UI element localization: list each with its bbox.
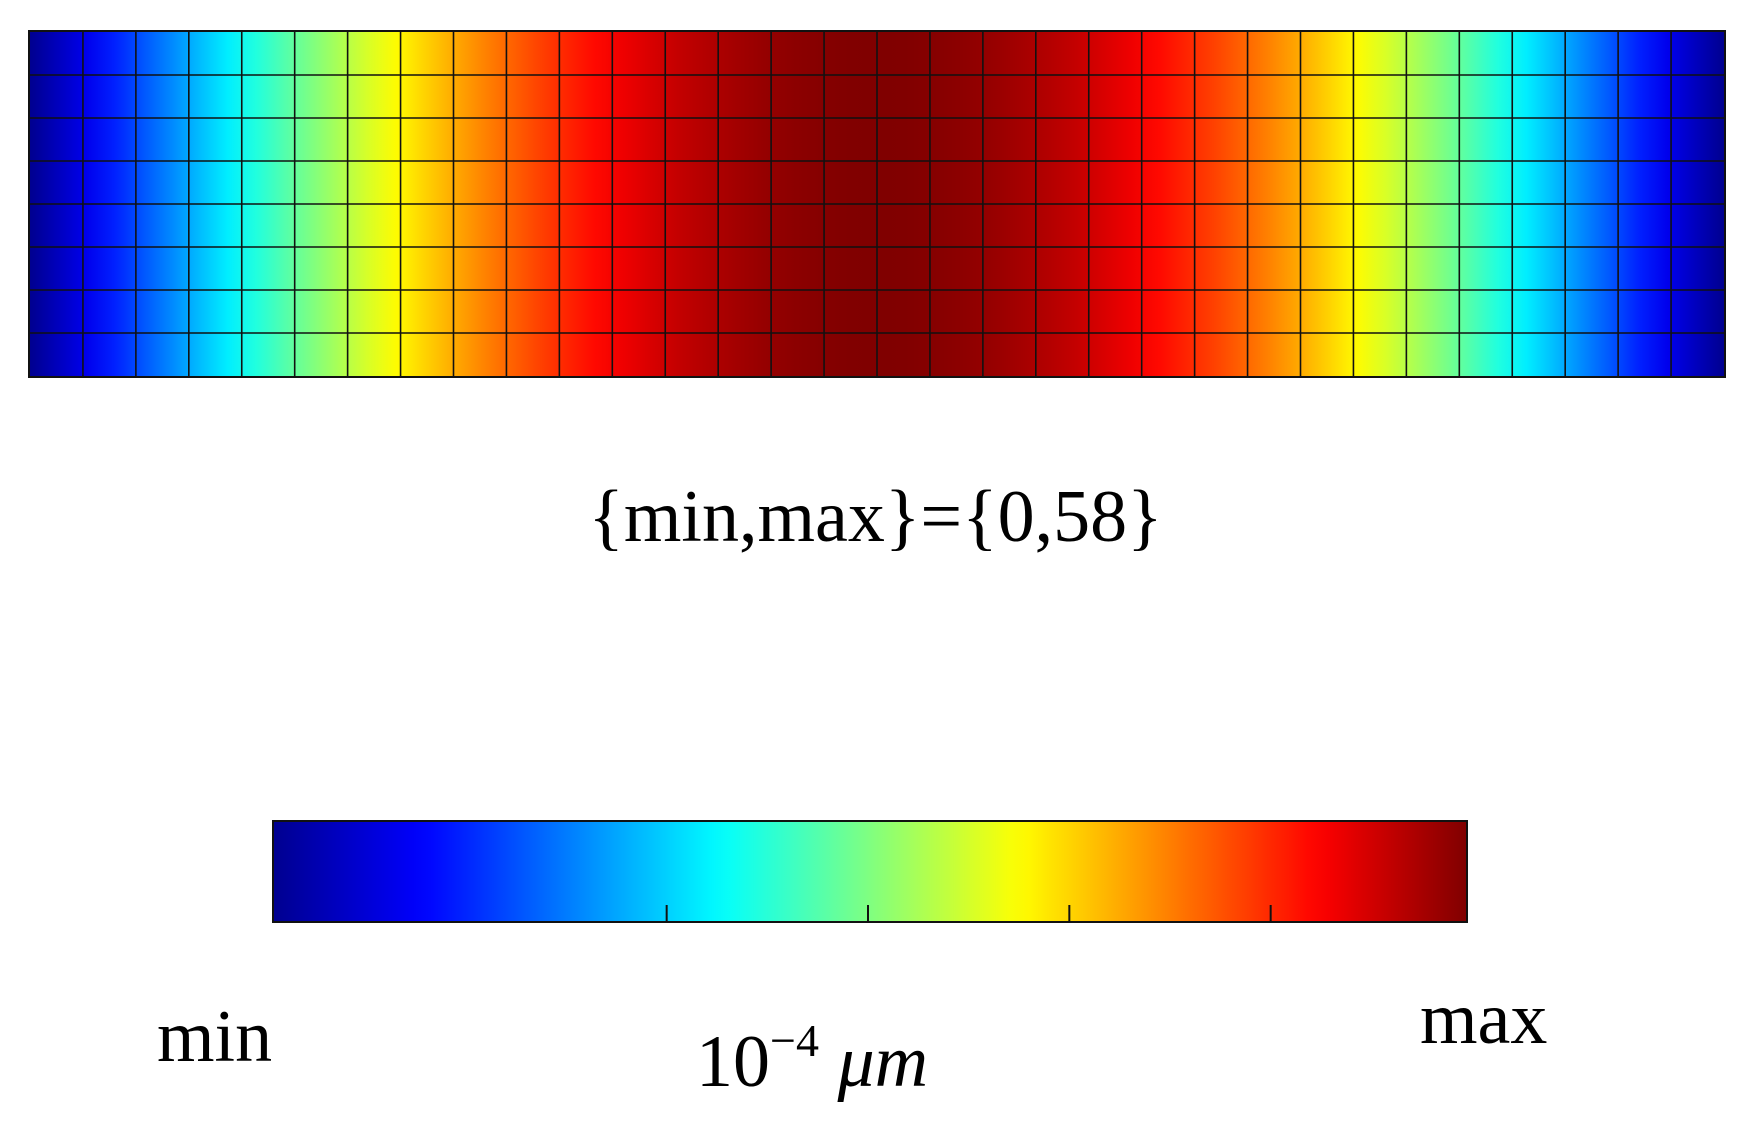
min-max-range-label: {min,max}={0,58} [588, 476, 1163, 558]
unit-exponent: −4 [770, 1015, 819, 1066]
displacement-field-mesh [28, 30, 1726, 378]
unit-symbol: μm [837, 1021, 929, 1103]
colorbar-unit-label: 10−4 μm [696, 1018, 928, 1100]
colorbar-gradient [272, 820, 1468, 923]
colorbar-min-label: min [157, 996, 273, 1078]
unit-base: 10 [696, 1021, 770, 1103]
colorbar [272, 820, 1468, 923]
colorbar-max-label: max [1420, 978, 1548, 1060]
